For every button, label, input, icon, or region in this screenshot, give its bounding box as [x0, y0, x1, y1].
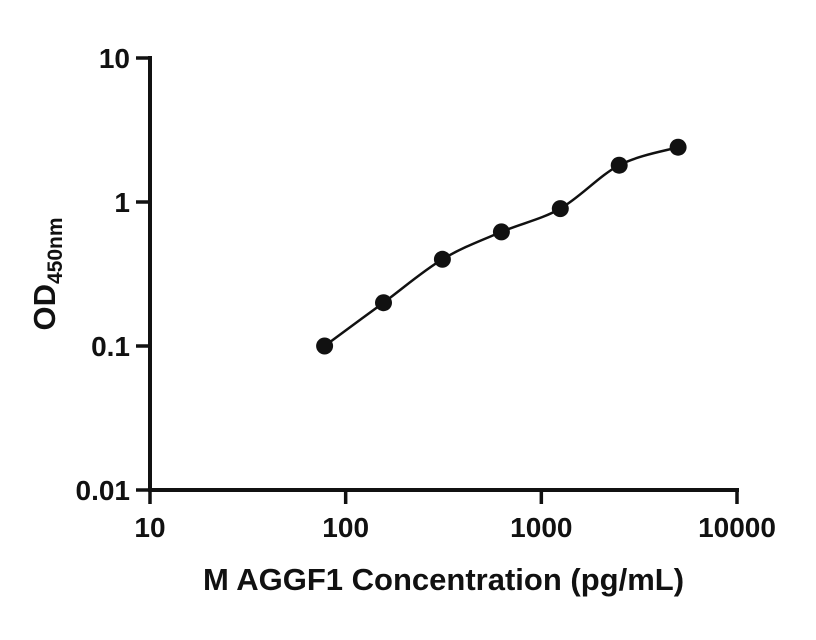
x-tick-label: 1000	[510, 512, 572, 543]
data-point	[669, 138, 687, 156]
y-tick-label: 1	[114, 187, 130, 218]
data-point	[316, 337, 334, 355]
data-point	[492, 223, 510, 241]
y-tick-label: 0.01	[76, 475, 131, 506]
x-tick-label: 100	[322, 512, 369, 543]
data-point	[375, 294, 392, 312]
data-point	[433, 250, 451, 268]
y-axis-title: OD450nm	[27, 217, 67, 330]
standard-curve-line	[323, 146, 679, 348]
x-axis-title: M AGGF1 Concentration (pg/mL)	[203, 562, 684, 597]
y-tick-label: 10	[99, 43, 130, 74]
y-tick-label: 0.1	[91, 331, 130, 362]
data-point	[551, 200, 569, 218]
data-point	[610, 156, 628, 174]
x-tick-label: 10000	[698, 512, 776, 543]
x-tick-label: 10	[134, 512, 165, 543]
